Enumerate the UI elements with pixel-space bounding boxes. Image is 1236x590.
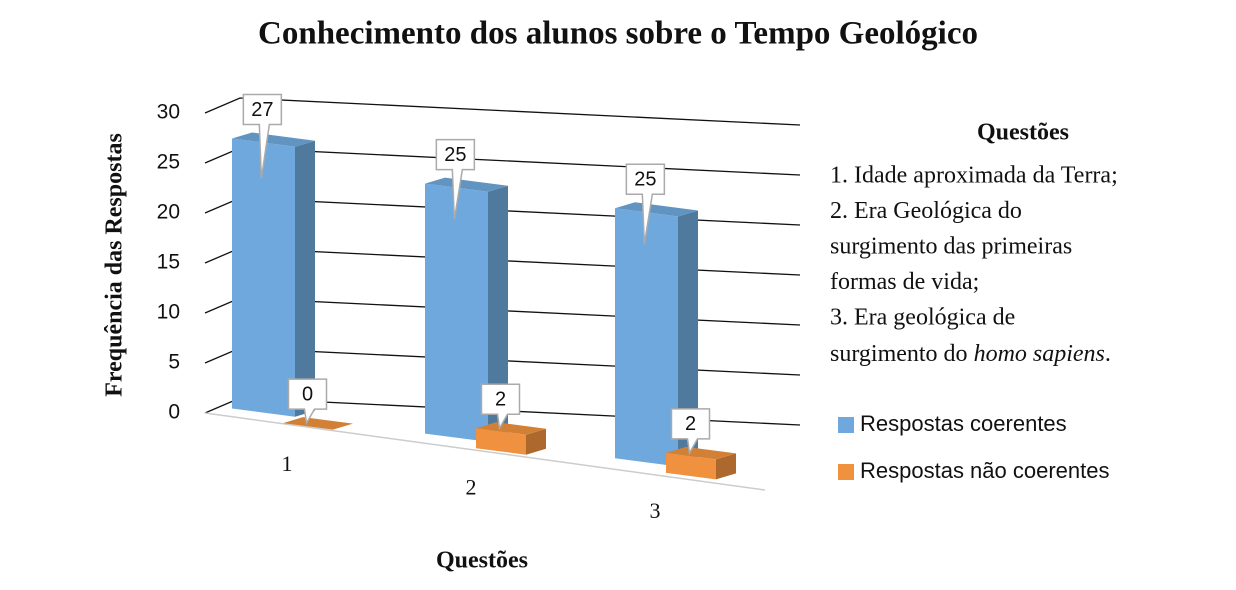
x-axis-label: Questões (436, 548, 528, 574)
value-callout (480, 383, 521, 431)
annotation-line: formas de vida; (830, 269, 979, 295)
annotation-line: 3. Era geológica de (830, 305, 1015, 331)
y-tick-label: 5 (168, 351, 180, 374)
annotation-text: . (1105, 341, 1111, 367)
value-callout (625, 163, 666, 245)
bar (283, 417, 353, 430)
value-label: 27 (251, 99, 273, 121)
value-label: 2 (495, 389, 506, 411)
y-tick-label: 15 (157, 251, 180, 274)
bar (476, 422, 546, 455)
bar-top (476, 422, 546, 435)
value-label: 2 (685, 413, 696, 435)
bar-top (615, 202, 698, 217)
bar-side (295, 140, 315, 417)
bar-front (232, 138, 295, 417)
value-callout (670, 408, 711, 456)
bar-top (283, 417, 353, 430)
bar-front (615, 208, 678, 467)
x-tick-label: 1 (282, 451, 293, 476)
legend-swatch (838, 464, 854, 480)
bar-top (666, 446, 736, 460)
grid-line (204, 97, 801, 126)
annotation-line: 2. Era Geológica do (830, 198, 1022, 224)
value-label: 25 (444, 144, 466, 166)
y-tick-label: 10 (157, 301, 180, 324)
y-tick-label: 30 (157, 101, 180, 124)
annotation-text: homo sapiens (974, 341, 1105, 367)
floor-edge (204, 412, 766, 491)
bar (425, 177, 508, 442)
bar (615, 202, 698, 467)
bar-side (678, 210, 698, 467)
annotation-title: Questões (977, 120, 1069, 146)
bar-top (232, 132, 315, 147)
y-tick-label: 25 (157, 151, 180, 174)
y-axis-label: Frequência das Respostas (102, 133, 128, 397)
bar (232, 132, 315, 417)
bar-front (666, 452, 716, 480)
bar-top (425, 177, 508, 192)
legend-label: Respostas coerentes (860, 411, 1067, 436)
bar-front (425, 183, 488, 442)
bar-side (526, 428, 546, 455)
x-tick-label: 3 (650, 498, 661, 523)
chart-title: Conhecimento dos alunos sobre o Tempo Ge… (258, 16, 978, 52)
annotation-text: surgimento do (830, 341, 974, 367)
bar (666, 446, 736, 480)
value-callout (287, 378, 328, 426)
annotation: Questões surgimento do homo sapiens. (830, 120, 1111, 367)
legend-label: Respostas não coerentes (860, 458, 1110, 483)
y-tick-label: 0 (168, 401, 180, 424)
value-label: 25 (634, 169, 656, 191)
bar-front (476, 428, 526, 455)
y-tick-label: 20 (157, 201, 180, 224)
annotation-line: 1. Idade aproximada da Terra; (830, 163, 1118, 189)
value-callout (435, 138, 476, 220)
value-callout (242, 93, 283, 179)
legend-swatch (838, 417, 854, 433)
annotation-line: surgimento do homo sapiens. (830, 341, 1111, 367)
annotation-line: surgimento das primeiras (830, 234, 1072, 260)
x-tick-label: 2 (466, 475, 477, 500)
bar-side (488, 185, 508, 442)
value-label: 0 (302, 383, 313, 405)
bar-side (716, 453, 736, 480)
